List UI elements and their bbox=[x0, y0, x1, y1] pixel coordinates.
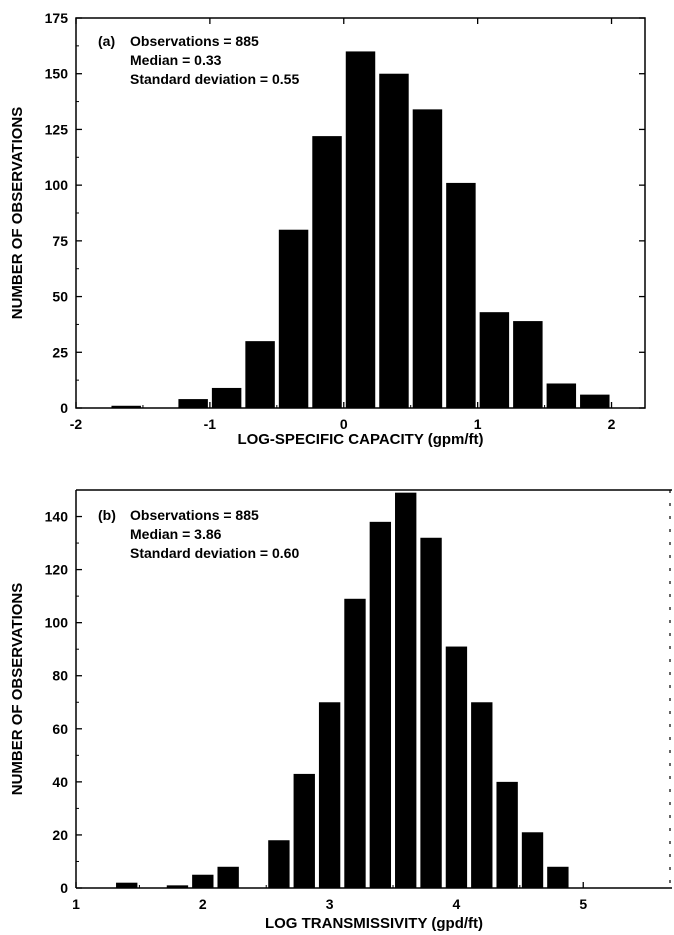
y-tick-label: 100 bbox=[45, 615, 69, 631]
y-tick-label: 125 bbox=[45, 121, 69, 137]
x-tick-label: 1 bbox=[72, 896, 80, 912]
histogram-bar bbox=[580, 394, 610, 408]
y-tick-label: 80 bbox=[52, 668, 68, 684]
histogram-bar bbox=[116, 882, 138, 888]
chart-panel-b: 0 20 40 60 80 100 120 140 1 2 3 4 5 LOG TRANSMISSIVIT… bbox=[9, 489, 672, 932]
y-tick-label: 140 bbox=[45, 509, 69, 525]
annotation-line: Median = 0.33 bbox=[130, 52, 222, 68]
y-tick-label: 120 bbox=[45, 562, 69, 578]
y-tick-label: 175 bbox=[45, 10, 69, 26]
y-tick-label: 25 bbox=[52, 344, 68, 360]
histogram-bar bbox=[446, 182, 476, 408]
panel-label: (a) bbox=[98, 33, 115, 49]
histogram-bar bbox=[479, 312, 510, 408]
histogram-bar bbox=[318, 702, 341, 888]
histogram-bar bbox=[513, 321, 543, 408]
y-axis-title: NUMBER OF OBSERVATIONS bbox=[9, 583, 26, 796]
histogram-bar bbox=[379, 73, 409, 408]
histogram-bar bbox=[344, 598, 366, 888]
chart-panel-a: 0 25 50 75 100 125 150 175 -2 -1 0 1 2 LOG-SPECIFIC C… bbox=[9, 10, 646, 448]
annotation-line: Standard deviation = 0.60 bbox=[130, 545, 299, 561]
annotation-line: Observations = 885 bbox=[130, 33, 259, 49]
x-tick-label: 5 bbox=[579, 896, 587, 912]
histogram-bar bbox=[268, 840, 290, 888]
histogram-bar bbox=[521, 832, 544, 888]
x-axis-title: LOG-SPECIFIC CAPACITY (gpm/ft) bbox=[237, 431, 483, 448]
histogram-bar bbox=[420, 537, 442, 888]
histogram-bar bbox=[111, 405, 141, 408]
histogram-bar bbox=[395, 492, 417, 888]
histogram-bar bbox=[217, 866, 239, 888]
x-tick-label: 1 bbox=[474, 416, 482, 432]
histogram-bar bbox=[546, 383, 577, 408]
y-tick-label: 40 bbox=[52, 774, 68, 790]
x-axis-title: LOG TRANSMISSIVITY (gpd/ft) bbox=[265, 915, 483, 932]
y-tick-label: 100 bbox=[45, 177, 69, 193]
histogram-bar bbox=[345, 51, 376, 409]
y-tick-label: 50 bbox=[52, 289, 68, 305]
histogram-bar bbox=[166, 885, 189, 888]
histogram-bar bbox=[369, 521, 392, 888]
y-tick-label: 0 bbox=[60, 880, 68, 896]
histogram-bar bbox=[245, 341, 275, 408]
histogram-bar bbox=[178, 399, 208, 408]
annotation-line: Observations = 885 bbox=[130, 507, 259, 523]
x-tick-label: 4 bbox=[453, 896, 461, 912]
histogram-bar bbox=[547, 866, 569, 888]
y-tick-label: 60 bbox=[52, 721, 68, 737]
histogram-bar bbox=[278, 229, 309, 408]
x-tick-label: 0 bbox=[340, 416, 348, 432]
histogram-bar bbox=[293, 773, 315, 888]
y-tick-label: 20 bbox=[52, 827, 68, 843]
x-tick-label: 3 bbox=[326, 896, 334, 912]
panel-label: (b) bbox=[98, 507, 116, 523]
histogram-bar bbox=[412, 109, 443, 408]
histogram-bar bbox=[445, 646, 468, 888]
annotation-line: Median = 3.86 bbox=[130, 526, 222, 542]
y-tick-label: 0 bbox=[60, 400, 68, 416]
histogram-bar bbox=[496, 781, 518, 888]
histogram-bar bbox=[471, 702, 493, 888]
x-tick-label: -1 bbox=[204, 416, 217, 432]
histogram-bar bbox=[192, 874, 214, 888]
annotation-line: Standard deviation = 0.55 bbox=[130, 71, 299, 87]
x-tick-label: 2 bbox=[608, 416, 616, 432]
histogram-bar bbox=[312, 136, 342, 408]
y-tick-label: 75 bbox=[52, 233, 68, 249]
y-axis-title: NUMBER OF OBSERVATIONS bbox=[9, 107, 26, 320]
x-tick-label: 2 bbox=[199, 896, 207, 912]
x-tick-label: -2 bbox=[70, 416, 83, 432]
y-tick-label: 150 bbox=[45, 66, 69, 82]
histogram-bar bbox=[211, 387, 242, 408]
